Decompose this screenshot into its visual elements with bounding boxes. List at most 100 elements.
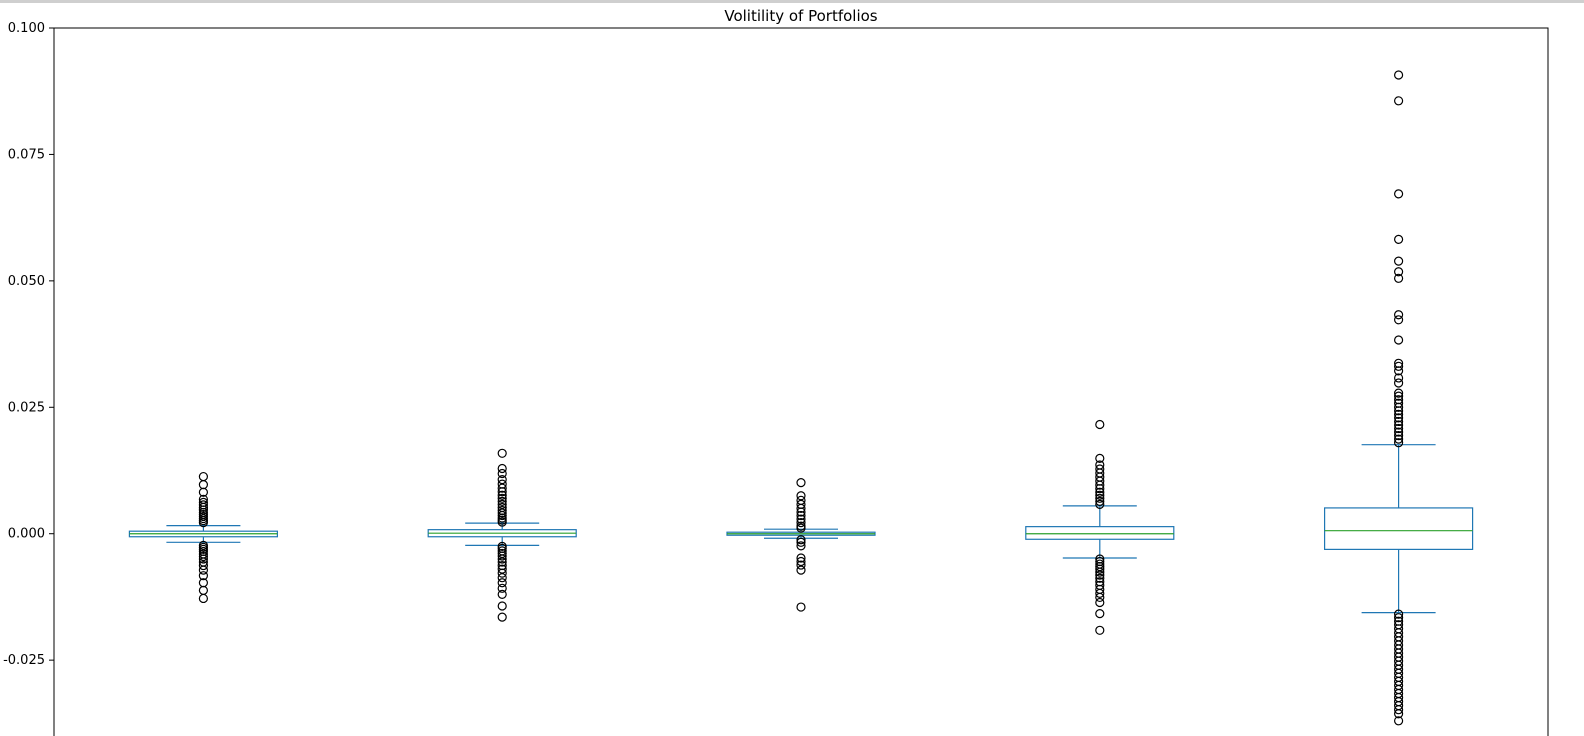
outlier-point bbox=[796, 560, 806, 570]
outlier-point bbox=[497, 463, 507, 474]
outlier-point bbox=[497, 557, 507, 567]
outlier-point bbox=[1095, 573, 1105, 583]
outlier-point bbox=[796, 565, 806, 575]
outlier-point bbox=[1095, 499, 1105, 509]
outlier-point bbox=[198, 571, 208, 581]
outlier-point bbox=[198, 517, 208, 528]
outlier-point bbox=[1393, 361, 1404, 371]
outlier-point bbox=[497, 510, 507, 521]
chart-title: Volitility of Portfolios bbox=[724, 7, 877, 25]
outlier-point bbox=[1095, 453, 1105, 463]
y-tick-label: 0.100 bbox=[8, 21, 45, 36]
outlier-point bbox=[1393, 378, 1404, 388]
outlier-point bbox=[1393, 234, 1404, 244]
y-axis: 0.100 0.075 0.050 0.025 0.000 -0.025 bbox=[3, 21, 54, 668]
outlier-point bbox=[796, 503, 806, 514]
outlier-point bbox=[1393, 267, 1404, 277]
outlier-point bbox=[1393, 96, 1404, 106]
outlier-point bbox=[796, 541, 806, 551]
outlier-point bbox=[497, 612, 507, 622]
outlier-point bbox=[198, 554, 208, 564]
iqr-box bbox=[1323, 507, 1474, 550]
outlier-point bbox=[198, 585, 208, 595]
outlier-point bbox=[497, 487, 507, 497]
outlier-point bbox=[198, 593, 208, 604]
outlier-point bbox=[1393, 273, 1404, 283]
y-tick-label: 0.075 bbox=[8, 147, 45, 162]
outlier-point bbox=[796, 514, 806, 524]
outlier-point bbox=[497, 583, 507, 593]
box-5 bbox=[1323, 70, 1474, 726]
outlier-point bbox=[1393, 310, 1404, 320]
outlier-point bbox=[198, 471, 208, 482]
outlier-point bbox=[1095, 484, 1105, 494]
outlier-point bbox=[497, 578, 507, 588]
outlier-point bbox=[1095, 480, 1105, 490]
box-4 bbox=[1025, 419, 1175, 635]
outlier-point bbox=[497, 483, 507, 493]
outlier-point bbox=[1095, 493, 1105, 503]
axes-frame bbox=[53, 27, 1549, 736]
outlier-point bbox=[1095, 487, 1105, 497]
outlier-point bbox=[1393, 391, 1404, 401]
outlier-point bbox=[1393, 256, 1404, 266]
outlier-point bbox=[497, 568, 507, 578]
box-3 bbox=[726, 478, 876, 612]
outlier-point bbox=[198, 551, 208, 562]
outlier-point bbox=[1393, 388, 1404, 398]
outlier-point bbox=[1393, 709, 1404, 719]
outlier-point bbox=[1393, 427, 1404, 437]
outlier-point bbox=[796, 510, 806, 521]
outlier-point bbox=[198, 487, 208, 497]
box-1 bbox=[128, 471, 278, 604]
outlier-point bbox=[1095, 419, 1105, 430]
outlier-point bbox=[198, 502, 208, 513]
outlier-point bbox=[497, 468, 507, 479]
outlier-point bbox=[796, 602, 806, 612]
outlier-point bbox=[198, 480, 208, 490]
outlier-point bbox=[497, 554, 507, 564]
outlier-point bbox=[1393, 413, 1404, 423]
outlier-point bbox=[1393, 70, 1404, 80]
outlier-point bbox=[796, 553, 806, 563]
outlier-point bbox=[497, 573, 507, 583]
outlier-point bbox=[497, 601, 507, 611]
outlier-point bbox=[198, 565, 208, 575]
outlier-point bbox=[1095, 496, 1105, 506]
outlier-point bbox=[1095, 588, 1105, 598]
outlier-point bbox=[796, 535, 806, 545]
outlier-point bbox=[1095, 567, 1105, 577]
outlier-point bbox=[1393, 438, 1404, 448]
outlier-point bbox=[1393, 716, 1404, 726]
y-tick-label: 0.025 bbox=[8, 400, 45, 415]
outlier-point bbox=[796, 507, 806, 517]
outlier-point bbox=[796, 517, 806, 528]
outlier-point bbox=[497, 508, 507, 518]
outlier-point bbox=[796, 523, 806, 533]
outlier-point bbox=[1095, 564, 1105, 574]
outlier-point bbox=[497, 448, 507, 458]
outlier-point bbox=[1393, 613, 1404, 623]
outlier-point bbox=[1393, 416, 1404, 427]
outlier-point bbox=[1095, 597, 1105, 608]
outlier-point bbox=[1393, 705, 1404, 715]
outlier-point bbox=[1393, 335, 1404, 345]
outlier-point bbox=[796, 537, 806, 547]
outlier-point bbox=[1393, 373, 1404, 383]
outlier-point bbox=[1393, 409, 1404, 419]
outlier-point bbox=[1393, 434, 1404, 444]
y-tick-label: -0.025 bbox=[3, 653, 45, 668]
outlier-point bbox=[1393, 402, 1404, 412]
outlier-point bbox=[1095, 625, 1105, 635]
outlier-point bbox=[1393, 366, 1404, 376]
outlier-point bbox=[497, 493, 507, 503]
box-2 bbox=[427, 448, 577, 622]
outlier-point bbox=[1095, 609, 1105, 619]
outlier-point bbox=[1095, 592, 1105, 603]
outlier-point bbox=[497, 496, 507, 506]
outlier-point bbox=[1393, 420, 1404, 430]
outlier-point bbox=[1393, 406, 1404, 416]
outlier-point bbox=[497, 490, 507, 500]
iqr-box bbox=[1025, 526, 1175, 540]
outlier-point bbox=[1393, 431, 1404, 441]
